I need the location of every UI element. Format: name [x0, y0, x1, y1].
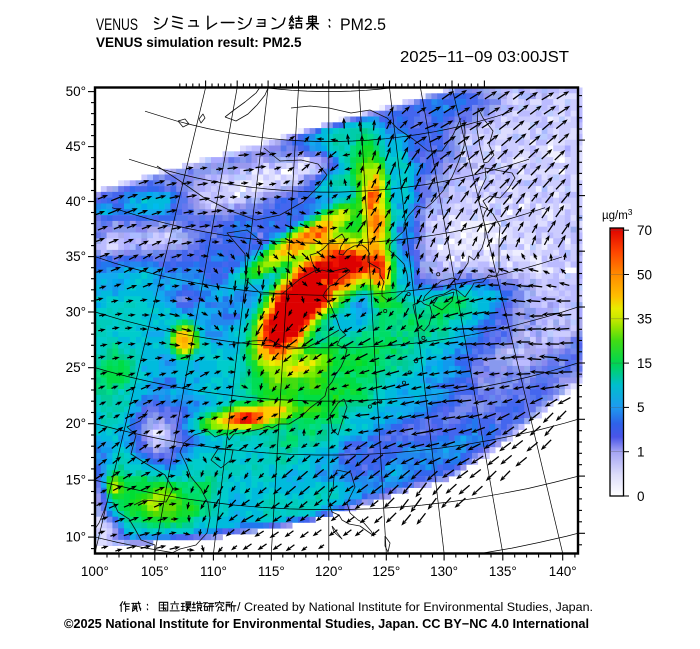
- svg-text:35°: 35°: [66, 249, 86, 264]
- svg-text:5: 5: [637, 400, 645, 415]
- svg-text:125°: 125°: [372, 564, 400, 579]
- svg-text:PM2.5: PM2.5: [340, 15, 386, 34]
- svg-text:135°: 135°: [489, 564, 517, 579]
- svg-text:/ Created by National Institut: / Created by National Institute for Envi…: [237, 600, 593, 614]
- svg-text:70: 70: [637, 223, 652, 238]
- svg-text:0: 0: [637, 489, 645, 504]
- svg-text:2025−11−09 03:00JST: 2025−11−09 03:00JST: [400, 49, 569, 66]
- svg-text:120°: 120°: [315, 564, 343, 579]
- svg-text:130°: 130°: [430, 564, 458, 579]
- svg-text:VENUS: VENUS: [96, 15, 138, 34]
- svg-text:15°: 15°: [66, 473, 86, 488]
- svg-text:µg/m3: µg/m3: [602, 207, 633, 222]
- svg-text:110°: 110°: [200, 564, 227, 579]
- svg-text:20°: 20°: [66, 416, 86, 431]
- svg-text:10°: 10°: [66, 530, 86, 545]
- svg-text:©2025 National Institute for E: ©2025 National Institute for Environment…: [64, 617, 589, 631]
- svg-text:45°: 45°: [66, 139, 86, 154]
- svg-text:50°: 50°: [66, 84, 86, 99]
- svg-text:105°: 105°: [141, 564, 169, 579]
- svg-text:25°: 25°: [66, 360, 86, 375]
- svg-text:35: 35: [637, 312, 652, 327]
- svg-text:30°: 30°: [66, 305, 86, 320]
- svg-text:40°: 40°: [66, 194, 86, 209]
- svg-text:15: 15: [637, 356, 652, 371]
- svg-text:115°: 115°: [258, 564, 285, 579]
- svg-text:100°: 100°: [81, 564, 109, 579]
- svg-text:140°: 140°: [549, 564, 577, 579]
- svg-text:VENUS simulation result: PM2.5: VENUS simulation result: PM2.5: [96, 35, 302, 50]
- svg-text:50: 50: [637, 267, 652, 282]
- svg-text:1: 1: [637, 445, 645, 460]
